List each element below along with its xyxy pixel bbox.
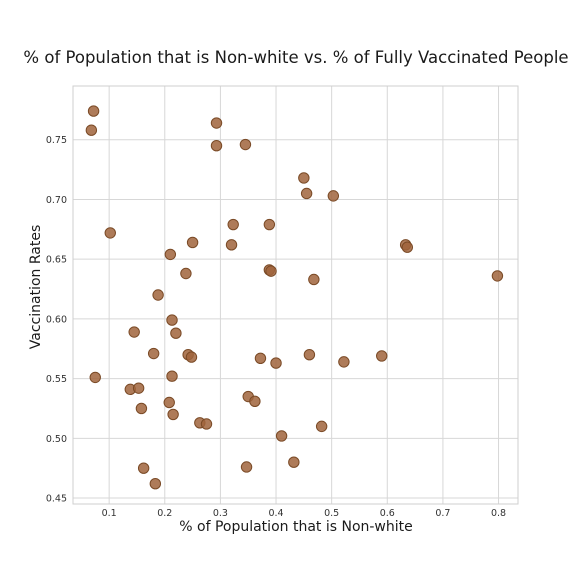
x-tick-label: 0.2	[157, 508, 172, 519]
data-point	[167, 408, 179, 421]
data-point	[338, 356, 350, 368]
data-point	[315, 420, 328, 433]
data-point	[265, 265, 277, 277]
y-tick-label: 0.45	[46, 494, 67, 505]
data-point	[152, 289, 164, 301]
data-point	[89, 371, 101, 384]
data-point	[239, 138, 252, 151]
data-point	[210, 140, 223, 152]
x-tick-label: 0.1	[102, 508, 117, 519]
data-point	[186, 236, 199, 249]
data-point	[376, 350, 388, 362]
data-point	[164, 248, 177, 261]
x-axis-label: % of Population that is Non-white	[179, 519, 413, 535]
data-point	[135, 402, 148, 415]
grid	[73, 86, 518, 504]
x-tick-labels: 0.1 0.2 0.3 0.4 0.5 0.6 0.7 0.8	[102, 508, 506, 519]
y-tick-label: 0.60	[46, 314, 67, 325]
data-point	[225, 239, 238, 251]
data-point	[254, 352, 267, 364]
data-point	[149, 477, 162, 490]
data-points	[85, 105, 504, 490]
data-point	[166, 370, 178, 382]
data-point	[87, 105, 100, 117]
data-point	[200, 418, 213, 430]
x-tick-label: 0.6	[380, 508, 395, 519]
data-point	[327, 190, 340, 202]
x-tick-label: 0.8	[491, 508, 506, 519]
data-point	[303, 349, 316, 361]
data-point	[491, 270, 504, 282]
data-point	[132, 382, 145, 394]
y-tick-label: 0.75	[46, 135, 67, 146]
data-point	[227, 218, 239, 231]
data-point	[137, 462, 150, 474]
y-tick-label: 0.50	[46, 434, 67, 445]
data-point	[275, 430, 288, 442]
y-tick-labels: 0.45 0.50 0.55 0.60 0.65 0.70 0.75	[46, 135, 67, 504]
data-point	[163, 396, 175, 409]
data-point	[85, 124, 98, 136]
data-point	[180, 267, 192, 280]
data-point	[401, 241, 414, 253]
data-point	[249, 395, 261, 407]
data-point	[308, 273, 320, 286]
data-point	[263, 218, 276, 231]
data-point	[185, 351, 198, 363]
data-point	[240, 461, 253, 473]
data-point	[270, 357, 282, 369]
x-tick-label: 0.7	[435, 508, 450, 519]
data-point	[128, 326, 140, 338]
x-tick-label: 0.5	[324, 508, 339, 519]
data-point	[170, 327, 182, 339]
y-tick-label: 0.70	[46, 195, 67, 206]
y-axis-label: Vaccination Rates	[28, 225, 44, 349]
data-point	[147, 347, 160, 360]
chart-title: % of Population that is Non-white vs. % …	[23, 48, 568, 67]
data-point	[300, 187, 313, 200]
data-point	[298, 172, 310, 184]
data-point	[210, 117, 223, 129]
data-point	[288, 456, 300, 468]
plot-frame	[72, 85, 519, 505]
data-point	[166, 314, 178, 326]
x-tick-label: 0.3	[213, 508, 228, 519]
data-point	[104, 227, 116, 239]
y-tick-label: 0.55	[46, 374, 67, 385]
x-tick-label: 0.4	[268, 508, 283, 519]
y-tick-label: 0.65	[46, 255, 67, 266]
